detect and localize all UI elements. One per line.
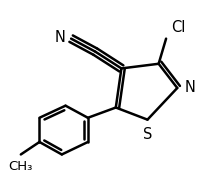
Text: CH₃: CH₃ (9, 160, 33, 173)
Text: S: S (143, 126, 152, 142)
Text: N: N (185, 81, 196, 95)
Text: Cl: Cl (171, 20, 185, 35)
Text: N: N (54, 30, 65, 45)
